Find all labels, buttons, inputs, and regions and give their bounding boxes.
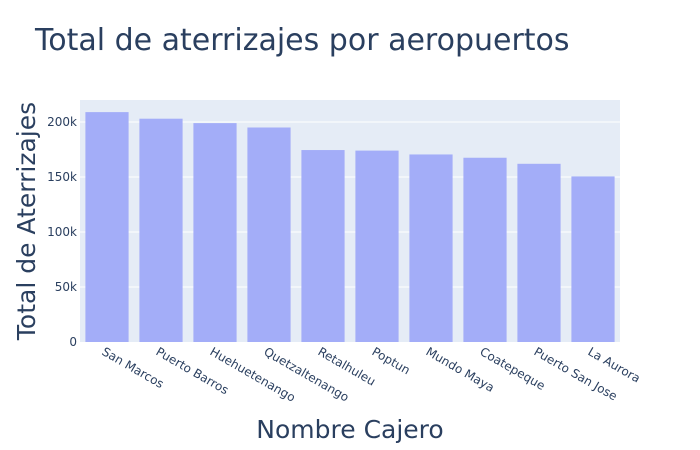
y-tick-label: 100k (47, 225, 77, 239)
bar[interactable] (517, 163, 561, 342)
bar[interactable] (139, 118, 183, 342)
bar[interactable] (247, 127, 291, 343)
bar[interactable] (301, 150, 345, 342)
bar[interactable] (193, 123, 237, 342)
y-tick-labels: 0 50k 100k 150k 200k (47, 115, 77, 349)
bar[interactable] (409, 154, 453, 342)
bar[interactable] (85, 112, 129, 342)
y-tick-label: 0 (69, 335, 77, 349)
x-axis-title: Nombre Cajero (256, 415, 443, 444)
chart-title: Total de aterrizajes por aeropuertos (34, 23, 570, 58)
bar[interactable] (355, 150, 399, 342)
y-axis-title: Total de Aterrizajes (12, 102, 41, 341)
y-tick-label: 50k (55, 280, 77, 294)
x-tick-label: Poptun (370, 344, 413, 377)
bar[interactable] (571, 176, 615, 342)
bar[interactable] (463, 157, 507, 342)
y-tick-label: 150k (47, 170, 77, 184)
y-tick-label: 200k (47, 115, 77, 129)
bars (85, 112, 615, 343)
